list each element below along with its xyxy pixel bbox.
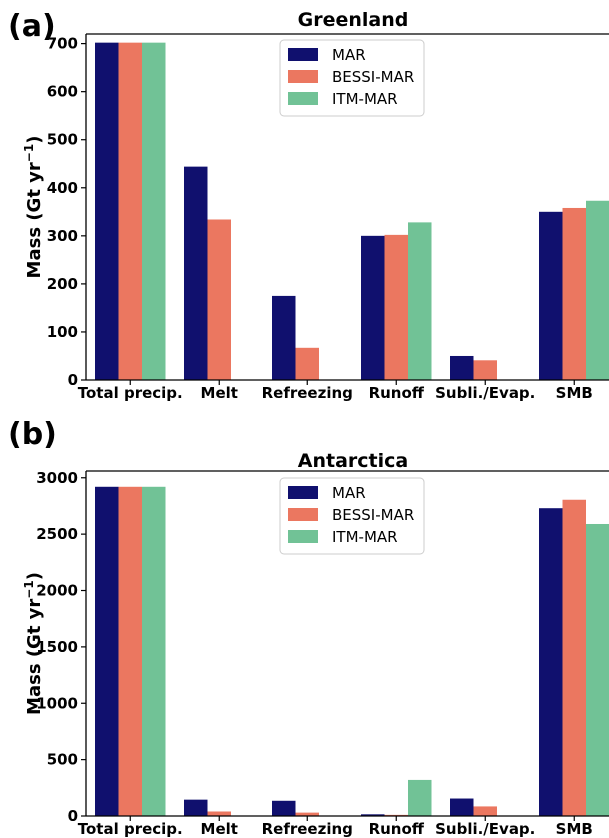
legend-label: BESSI-MAR xyxy=(332,68,414,86)
x-tick-label: Refreezing xyxy=(262,820,353,838)
legend-label: ITM-MAR xyxy=(332,90,398,108)
x-tick-label: Subli./Evap. xyxy=(435,820,535,838)
y-axis-label: Mass (Gt yr−1) xyxy=(22,136,45,279)
x-tick-label: Total precip. xyxy=(78,820,183,838)
bar-itm-mar-5 xyxy=(586,200,609,380)
y-tick-label: 1000 xyxy=(36,694,78,712)
legend-label: MAR xyxy=(332,46,366,64)
bar-bessi-mar-1 xyxy=(207,811,231,816)
bar-itm-mar-0 xyxy=(142,42,166,381)
x-tick-label: SMB xyxy=(556,820,593,838)
chart-title: Antarctica xyxy=(298,450,408,472)
bar-bessi-mar-4 xyxy=(473,806,497,816)
y-tick-label: 3000 xyxy=(36,469,78,487)
legend-swatch-mar xyxy=(288,48,318,61)
legend-label: ITM-MAR xyxy=(332,528,398,546)
y-tick-label: 200 xyxy=(47,275,78,293)
legend-label: BESSI-MAR xyxy=(332,506,414,524)
y-tick-label: 100 xyxy=(47,323,78,341)
bar-itm-mar-3 xyxy=(408,222,432,380)
bar-bessi-mar-1 xyxy=(207,219,231,380)
chart-title: Greenland xyxy=(298,9,409,31)
x-tick-label: Total precip. xyxy=(78,384,183,402)
legend-swatch-itm-mar xyxy=(288,530,318,543)
legend-swatch-itm-mar xyxy=(288,92,318,105)
bar-bessi-mar-0 xyxy=(118,42,142,381)
bar-mar-5 xyxy=(539,508,563,816)
bar-mar-5 xyxy=(539,211,563,380)
bar-mar-4 xyxy=(450,798,474,816)
bar-bessi-mar-2 xyxy=(295,347,319,380)
bar-mar-0 xyxy=(95,486,119,816)
legend: MAR BESSI-MAR ITM-MAR xyxy=(279,39,425,117)
bar-bessi-mar-4 xyxy=(473,360,497,380)
y-tick-label: 400 xyxy=(47,179,78,197)
bar-itm-mar-0 xyxy=(142,486,166,816)
bar-bessi-mar-5 xyxy=(562,499,586,816)
y-axis-label: Mass (Gt yr−1) xyxy=(22,572,45,715)
bar-mar-0 xyxy=(95,42,119,381)
bar-mar-3 xyxy=(361,235,385,380)
panel-label: (a) xyxy=(8,9,56,44)
y-tick-label: 2000 xyxy=(36,582,78,600)
legend-swatch-bessi-mar xyxy=(288,508,318,521)
bar-itm-mar-5 xyxy=(586,523,609,816)
chart-panel-a: (a) Greenland 0 100 200 300 400 500 600 700 Total … xyxy=(8,9,609,402)
bar-bessi-mar-2 xyxy=(295,812,319,816)
y-tick-label: 0 xyxy=(68,371,78,389)
bar-bessi-mar-3 xyxy=(384,234,408,380)
y-tick-label: 300 xyxy=(47,227,78,245)
x-tick-label: Runoff xyxy=(369,384,425,402)
x-tick-label: Refreezing xyxy=(262,384,353,402)
y-tick-label: 500 xyxy=(47,751,78,769)
bar-mar-3 xyxy=(361,814,385,816)
x-tick-label: Subli./Evap. xyxy=(435,384,535,402)
x-tick-label: SMB xyxy=(556,384,593,402)
legend-label: MAR xyxy=(332,484,366,502)
bar-bessi-mar-0 xyxy=(118,486,142,816)
y-tick-label: 2500 xyxy=(36,525,78,543)
panel-label: (b) xyxy=(8,417,57,452)
y-tick-label: 1500 xyxy=(36,638,78,656)
bar-mar-2 xyxy=(272,800,296,816)
y-tick-label: 500 xyxy=(47,131,78,149)
x-tick-label: Melt xyxy=(201,384,238,402)
y-tick-label: 600 xyxy=(47,83,78,101)
legend-swatch-mar xyxy=(288,486,318,499)
legend-swatch-bessi-mar xyxy=(288,70,318,83)
y-tick-label: 700 xyxy=(47,35,78,53)
bar-bessi-mar-5 xyxy=(562,207,586,380)
x-tick-label: Runoff xyxy=(369,820,425,838)
chart-panel-b: (b) Antarctica 0 500 1000 1500 2000 2500 3000 Tot… xyxy=(8,417,609,838)
bar-itm-mar-3 xyxy=(408,779,432,816)
bar-mar-1 xyxy=(184,166,208,380)
bar-mar-4 xyxy=(450,355,474,380)
legend: MAR BESSI-MAR ITM-MAR xyxy=(279,477,425,555)
y-tick-label: 0 xyxy=(68,807,78,825)
bar-mar-1 xyxy=(184,799,208,816)
bar-mar-2 xyxy=(272,295,296,380)
x-tick-label: Melt xyxy=(201,820,238,838)
